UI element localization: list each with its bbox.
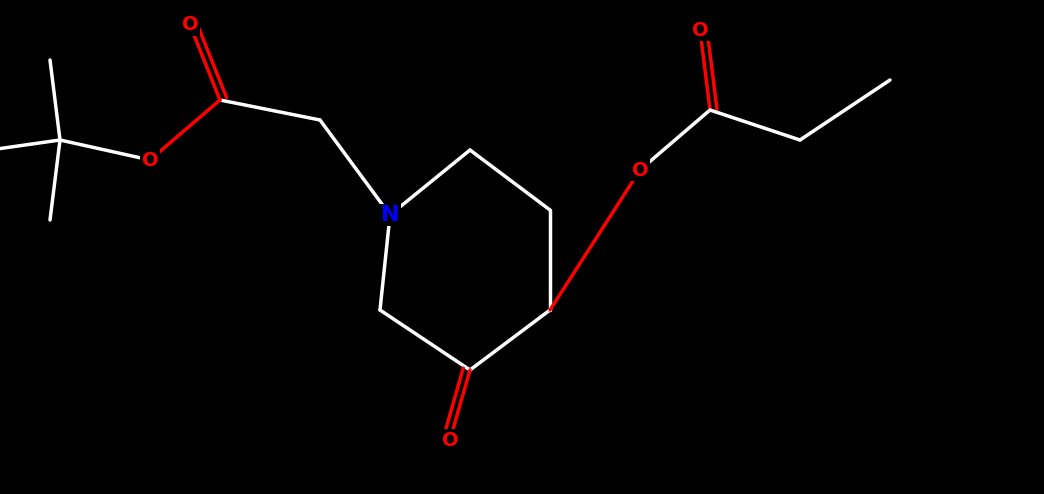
Text: O: O — [692, 20, 708, 40]
Text: O: O — [142, 151, 159, 169]
Text: O: O — [182, 15, 198, 35]
Text: O: O — [442, 430, 458, 450]
Text: O: O — [632, 161, 648, 179]
Text: N: N — [381, 205, 399, 225]
